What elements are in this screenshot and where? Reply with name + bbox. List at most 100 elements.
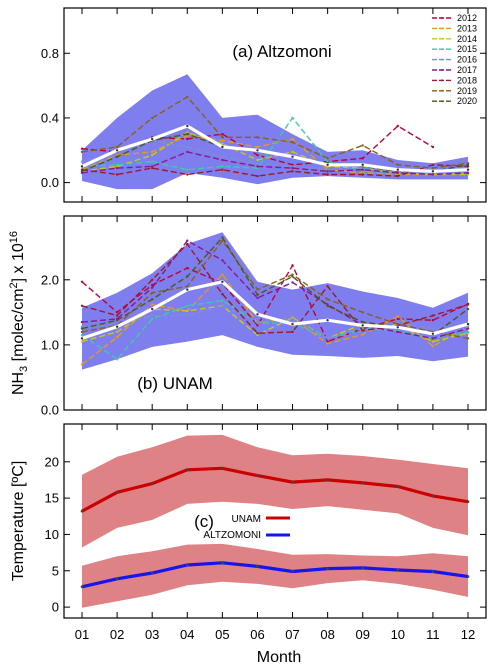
temperature-point-altzomoni — [115, 577, 119, 581]
y-tick-label: 2.0 — [41, 272, 59, 287]
temperature-point-altzomoni — [186, 563, 189, 567]
data-point-unam-2018 — [186, 242, 189, 246]
data-point-altzomoni-2012 — [431, 145, 435, 149]
data-point-altzomoni-2016 — [115, 152, 119, 155]
data-point-unam-2013 — [396, 315, 399, 318]
data-point-unam-2012 — [115, 311, 119, 314]
legend-marker-2015 — [441, 48, 443, 51]
data-point-unam-2020 — [291, 275, 294, 278]
legend-label-2018: 2018 — [457, 75, 477, 85]
temperature-point-unam — [466, 500, 470, 504]
mean-point-altzomoni — [326, 163, 329, 166]
mean-point-altzomoni — [256, 149, 259, 152]
temperature-point-altzomoni — [150, 571, 154, 575]
data-point-altzomoni-2019 — [186, 95, 189, 99]
series-line-unam-2019 — [81, 239, 469, 340]
data-point-altzomoni-2018 — [115, 173, 119, 176]
temperature-point-unam — [256, 474, 259, 477]
mean-point-altzomoni — [80, 165, 84, 168]
x-tick-label: 11 — [426, 627, 440, 642]
data-point-altzomoni-2018 — [291, 170, 294, 173]
data-point-unam-2020 — [256, 293, 259, 296]
data-point-unam-2017 — [466, 327, 470, 330]
data-point-altzomoni-2019 — [396, 163, 399, 166]
data-point-altzomoni-2018 — [326, 173, 329, 176]
data-point-altzomoni-2018 — [256, 174, 259, 178]
data-point-altzomoni-2019 — [256, 136, 259, 139]
data-point-unam-2018 — [80, 304, 84, 307]
data-point-unam-2017 — [396, 330, 399, 334]
data-point-altzomoni-2018 — [396, 174, 399, 178]
temperature-point-unam — [221, 467, 224, 470]
series-line-altzomoni-2018 — [81, 164, 469, 177]
plot-area-unam — [80, 232, 470, 370]
data-point-unam-2012 — [80, 280, 84, 283]
data-point-altzomoni-2017 — [221, 158, 224, 162]
data-point-unam-2014 — [256, 333, 259, 337]
data-point-unam-2020 — [151, 298, 154, 301]
mean-point-altzomoni — [396, 168, 399, 171]
data-point-altzomoni-2019 — [291, 141, 294, 144]
data-point-unam-2016 — [291, 317, 294, 321]
temperature-line-altzomoni — [81, 561, 469, 589]
y-tick-label: 5 — [52, 563, 59, 578]
temperature-point-altzomoni — [291, 570, 294, 573]
mean-point-unam — [221, 280, 224, 283]
temperature-point-unam — [396, 485, 400, 488]
series-line-unam-2012 — [81, 263, 469, 343]
panel-altzomoni: (a) Altzomoni — [63, 7, 487, 203]
data-point-unam-2019 — [256, 288, 259, 291]
data-point-altzomoni-2015 — [115, 163, 119, 166]
panel-a-title: (a) Altzomoni — [232, 42, 331, 61]
data-point-altzomoni-2013 — [151, 150, 154, 154]
temperature-point-altzomoni — [326, 567, 329, 570]
mean-line-altzomoni — [81, 124, 469, 173]
panel-c-title: (c) — [194, 512, 214, 531]
x-tick-label: 05 — [215, 627, 229, 642]
data-point-unam-2018 — [326, 285, 329, 288]
data-point-altzomoni-2018 — [186, 173, 189, 176]
data-point-unam-2018 — [466, 303, 470, 306]
data-point-unam-2014 — [186, 309, 189, 313]
data-point-altzomoni-2017 — [361, 168, 364, 171]
data-point-unam-2016 — [396, 320, 399, 324]
mean-point-unam — [186, 288, 189, 291]
series-line-unam-2018 — [81, 242, 469, 334]
data-point-altzomoni-2014 — [221, 142, 224, 145]
nh3-range-band-unam — [82, 232, 468, 370]
legend-marker-2013 — [441, 27, 443, 30]
data-point-altzomoni-2016 — [256, 162, 259, 165]
data-point-altzomoni-2015 — [256, 166, 259, 170]
data-point-altzomoni-2017 — [326, 170, 329, 173]
data-point-altzomoni-2013 — [291, 137, 294, 141]
data-point-altzomoni-2012 — [221, 132, 224, 136]
temperature-point-altzomoni — [466, 575, 470, 578]
data-point-unam-2016 — [431, 327, 435, 330]
legend-label-2020: 2020 — [457, 96, 477, 106]
y-tick-label: 1.0 — [41, 337, 59, 352]
data-point-unam-2016 — [326, 337, 329, 340]
panel-temperature: (c) UNAM ALTZOMONI — [63, 423, 487, 619]
data-point-unam-2013 — [326, 342, 329, 345]
legend-label-2017: 2017 — [457, 65, 477, 75]
data-point-unam-2015 — [80, 333, 84, 337]
legend-marker-2017 — [441, 69, 443, 71]
y-axis-label-nh3-exponent: 16 — [8, 231, 20, 243]
temperature-point-altzomoni — [221, 561, 224, 565]
data-point-unam-2019 — [361, 311, 364, 314]
y-tick-label: 15 — [45, 491, 59, 506]
series-line-unam-2017 — [81, 239, 469, 340]
data-point-unam-2012 — [326, 340, 329, 343]
y-tick-label: 10 — [45, 527, 59, 542]
data-point-unam-2017 — [80, 320, 84, 324]
series-line-unam-2015 — [81, 299, 469, 361]
legend-item-altzomoni-label: ALTZOMONI — [203, 530, 261, 541]
data-point-unam-2020 — [361, 320, 364, 324]
x-tick-label: 01 — [75, 627, 89, 642]
temperature-point-altzomoni — [431, 570, 435, 573]
temperature-point-unam — [361, 481, 365, 485]
y-axis-label-nh3: NH3 [molec/cm2] x 1016 — [8, 231, 30, 395]
data-point-unam-2013 — [80, 363, 84, 366]
x-axis-label: Month — [257, 649, 301, 666]
